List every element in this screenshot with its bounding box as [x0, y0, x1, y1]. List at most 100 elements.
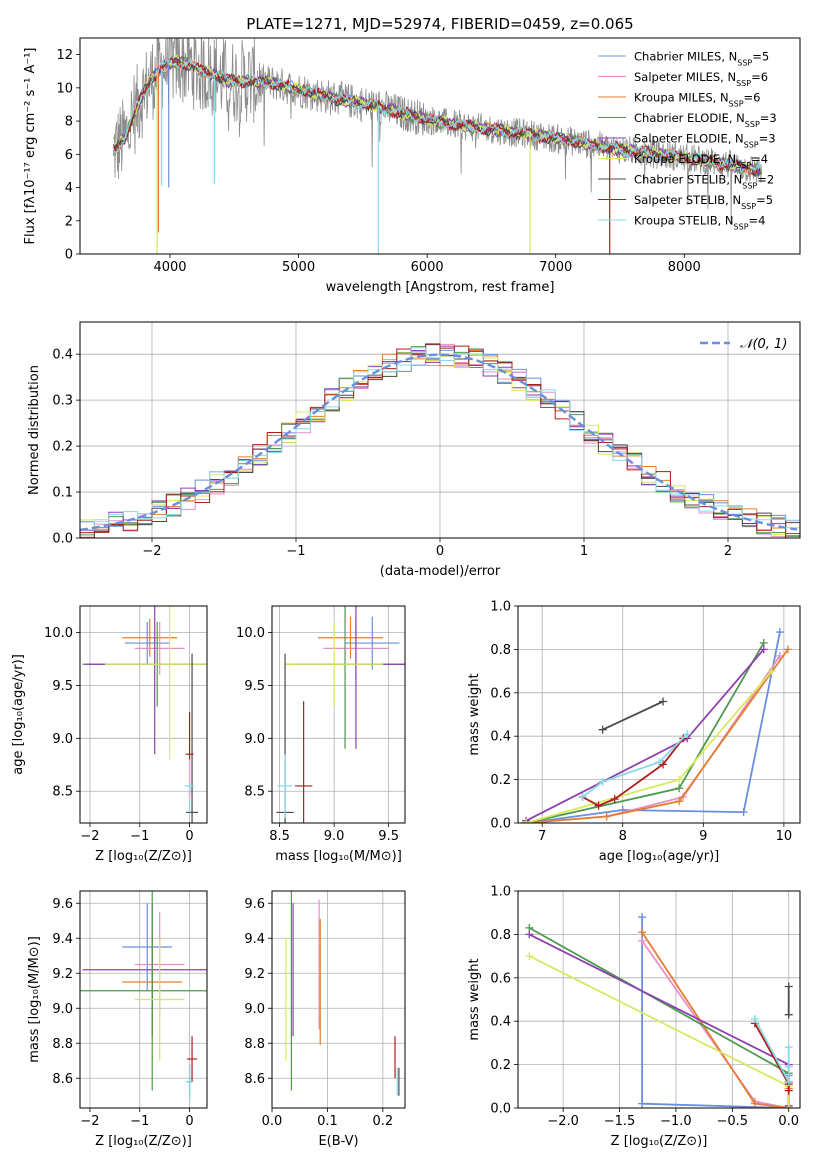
age_vs_mass-ytick-label: 9.5 — [244, 679, 265, 694]
mass_vs_Z-xtick-label: 0 — [185, 1114, 193, 1129]
spectrum-legend: Chabrier MILES, NSSP=5 Salpeter MILES, NS… — [598, 50, 777, 232]
weight_vs_age-xtick-label: 9 — [699, 829, 707, 844]
weight_vs_Z-ytick-label: 0.8 — [490, 928, 511, 943]
weight_vs_Z-xtick-label: −1.0 — [660, 1114, 692, 1129]
weight_vs_age-point-marker — [767, 667, 776, 676]
age_vs_Z-xlabel: Z [log₁₀(Z/Z⊙)] — [95, 849, 192, 864]
mass_vs_EBV-xtick-label: 0.1 — [317, 1114, 338, 1129]
residuals-frame — [79, 321, 801, 539]
age_vs_Z-ytick-label: 8.5 — [52, 785, 73, 800]
spectrum-model-line — [112, 58, 762, 176]
mass_vs_EBV-xlabel: E(B-V) — [318, 1134, 358, 1149]
weight_vs_Z-axes: −2.0 −1.5 −1.0 −0.5 0.0 0.0 0.2 0.4 0.6 0.8 1.0 Z [… — [467, 885, 801, 1149]
residuals-ytick-label: 0.0 — [52, 532, 73, 547]
weight_vs_age-plot-area — [518, 606, 800, 823]
mass_vs_Z-xlabel: Z [log₁₀(Z/Z⊙)] — [95, 1134, 192, 1149]
age_vs_Z-ytick-label: 10.0 — [44, 626, 73, 641]
weight_vs_Z-point-marker — [525, 930, 534, 939]
mass_vs_EBV-ytick-label: 9.2 — [244, 967, 265, 982]
weight_vs_age-point-marker — [739, 808, 748, 817]
weight_vs_age-point-marker — [675, 797, 684, 806]
weight_vs_age-point-marker — [775, 628, 784, 637]
weight_vs_age-point-marker — [655, 758, 663, 767]
spectrum-legend-label: Chabrier STELIB, NSSP=2 — [634, 173, 774, 191]
residuals-xtick-label: 0 — [436, 544, 444, 559]
spectrum-legend-label: Salpeter STELIB, NSSP=5 — [634, 193, 773, 211]
age_vs_mass-xtick-label: 8.5 — [269, 829, 290, 844]
panels: 4000 5000 6000 7000 8000024681012wavelength … — [11, 37, 801, 1149]
weight_vs_age-ytick-label: 1.0 — [490, 600, 511, 615]
weight_vs_age-point-marker — [659, 760, 668, 769]
age_vs_mass-frame — [271, 605, 406, 824]
spectrum-model-line — [113, 53, 762, 177]
weight_vs_Z-point-marker — [784, 1077, 793, 1086]
weight_vs_Z-point-marker — [784, 982, 793, 991]
residuals-axes: −2 −1 0 1 2 0.0 0.1 0.2 0.3 0.4 (data-model)/error… — [27, 321, 801, 579]
weight_vs_age-ytick-label: 0.2 — [490, 773, 511, 788]
weight_vs_age-point-marker — [783, 645, 792, 654]
weight_vs_Z-point-marker — [750, 1015, 759, 1024]
mass_vs_Z-plot-area — [80, 891, 207, 1108]
weight_vs_age-ytick-label: 0.8 — [490, 643, 511, 658]
weight_vs_age-xtick-label: 7 — [538, 829, 546, 844]
weight_vs_Z-point-marker — [750, 1099, 759, 1108]
weight_vs_age-series-line — [602, 700, 664, 731]
weight_vs_age-point-marker — [598, 725, 607, 734]
weight_vs_Z-point-marker — [638, 936, 647, 945]
age_vs_mass-xtick-label: 9.0 — [324, 829, 345, 844]
weight_vs_Z-xtick-label: 0.0 — [778, 1114, 799, 1129]
mass_vs_EBV-ytick-label: 9.6 — [244, 897, 265, 912]
age_vs_Z-xtick-label: −2 — [80, 829, 99, 844]
spectrum-frame — [79, 37, 801, 255]
weight_vs_age-point-marker — [759, 645, 768, 654]
weight_vs_Z-xlabel: Z [log₁₀(Z/Z⊙)] — [611, 1134, 708, 1149]
mass_vs_Z-axes: −2 −1 0 8.6 8.8 9.0 9.2 9.4 9.6 Z [log₁₀(Z/Z⊙)] ma… — [27, 890, 208, 1149]
spectrum-xtick-label: 5000 — [282, 260, 315, 275]
mass_vs_EBV-xtick-label: 0.2 — [372, 1114, 393, 1129]
spectrum-legend-label: Chabrier MILES, NSSP=5 — [634, 50, 769, 68]
weight_vs_Z-point-marker — [638, 1099, 647, 1108]
spectrum-ytick-label: 6 — [65, 148, 73, 163]
weight_vs_Z-frame — [517, 890, 801, 1109]
weight_vs_age-xtick-label: 8 — [619, 829, 627, 844]
mass_vs_Z-xtick-label: −1 — [130, 1114, 149, 1129]
age_vs_mass-xtick-label: 9.5 — [378, 829, 399, 844]
spectrum-ytick-label: 4 — [65, 181, 73, 196]
histogram-step-line — [80, 343, 800, 538]
normal-curve — [80, 353, 798, 532]
spectrum-axes: 4000 5000 6000 7000 8000 0 2 4 6 8 10 12 wavelength … — [23, 37, 801, 295]
age_vs_mass-axes: 8.5 9.0 9.5 8.5 9.0 9.5 10.0 mass [log₁₀(M/M⊙)] — [236, 605, 406, 864]
weight_vs_Z-point-marker — [784, 1086, 793, 1095]
residuals-xlabel: (data-model)/error — [380, 564, 501, 579]
weight_vs_age-ytick-label: 0.0 — [490, 817, 511, 832]
weight_vs_age-point-marker — [610, 795, 619, 804]
weight_vs_Z-plot-area — [518, 891, 800, 1108]
mass_vs_EBV-axes: 0.0 0.1 0.2 8.6 8.8 9.0 9.2 9.4 9.6 E(B-V) — [244, 890, 406, 1149]
spectrum-legend-label: Salpeter ELODIE, NSSP=3 — [634, 132, 776, 150]
spectrum-xtick-label: 8000 — [668, 260, 701, 275]
age_vs_mass-ytick-label: 8.5 — [244, 785, 265, 800]
spectrum-plot-area — [112, 38, 762, 254]
age_vs_Z-xtick-label: −1 — [130, 829, 149, 844]
weight_vs_age-point-marker — [594, 801, 603, 810]
residuals-ytick-label: 0.2 — [52, 440, 73, 455]
weight_vs_age-ylabel: mass weight — [467, 673, 482, 755]
weight_vs_age-point-marker — [675, 775, 684, 784]
residuals-xtick-label: 2 — [724, 544, 732, 559]
weight_vs_Z-ytick-label: 0.0 — [490, 1102, 511, 1117]
residuals-xtick-label: −1 — [286, 544, 305, 559]
spectrum-ytick-label: 0 — [65, 248, 73, 263]
spectrum-ytick-label: 8 — [65, 115, 73, 130]
mass_vs_Z-ytick-label: 9.0 — [52, 1002, 73, 1017]
weight_vs_age-series-line — [525, 631, 781, 823]
mass_vs_EBV-frame — [271, 890, 406, 1109]
age_vs_Z-plot-area — [80, 606, 207, 823]
age_vs_Z-ytick-label: 9.5 — [52, 679, 73, 694]
mass_vs_EBV-ytick-label: 9.0 — [244, 1002, 265, 1017]
spectrum-legend-label: Salpeter MILES, NSSP=6 — [634, 70, 768, 88]
spectrum-legend-label: Kroupa STELIB, NSSP=4 — [634, 214, 765, 232]
spectrum-xtick-label: 7000 — [539, 260, 572, 275]
weight_vs_age-series-line — [526, 648, 789, 823]
